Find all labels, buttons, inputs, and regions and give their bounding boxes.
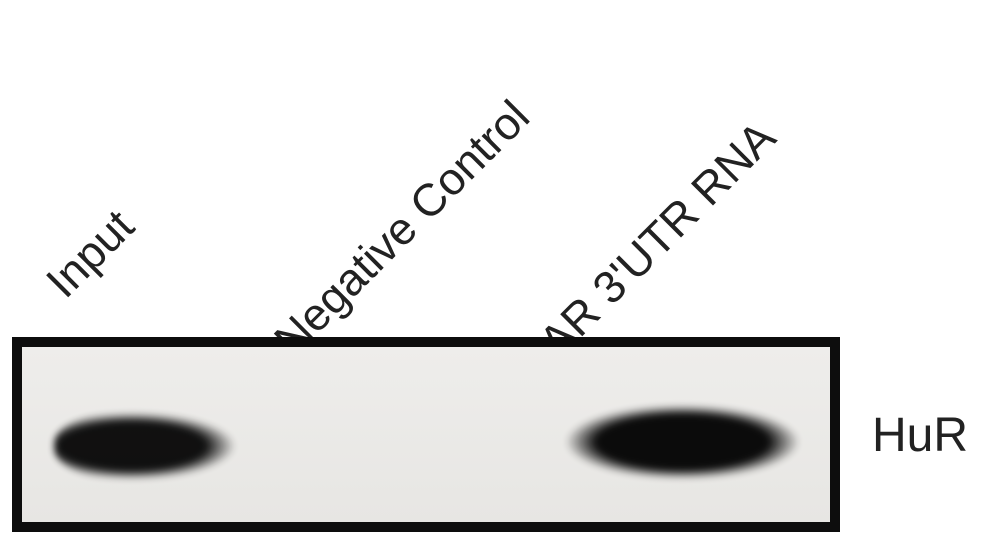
lane-label-negative-control: Negative Control (264, 90, 540, 366)
band-ar-3utr-rna (560, 402, 805, 482)
lane-label-input: Input (36, 200, 144, 308)
figure-stage: Input Negative Control AR 3'UTR RNA HuR (0, 0, 1000, 552)
protein-label-hur: HuR (872, 408, 968, 463)
lane-label-ar-3utr-rna: AR 3'UTR RNA (529, 111, 786, 368)
